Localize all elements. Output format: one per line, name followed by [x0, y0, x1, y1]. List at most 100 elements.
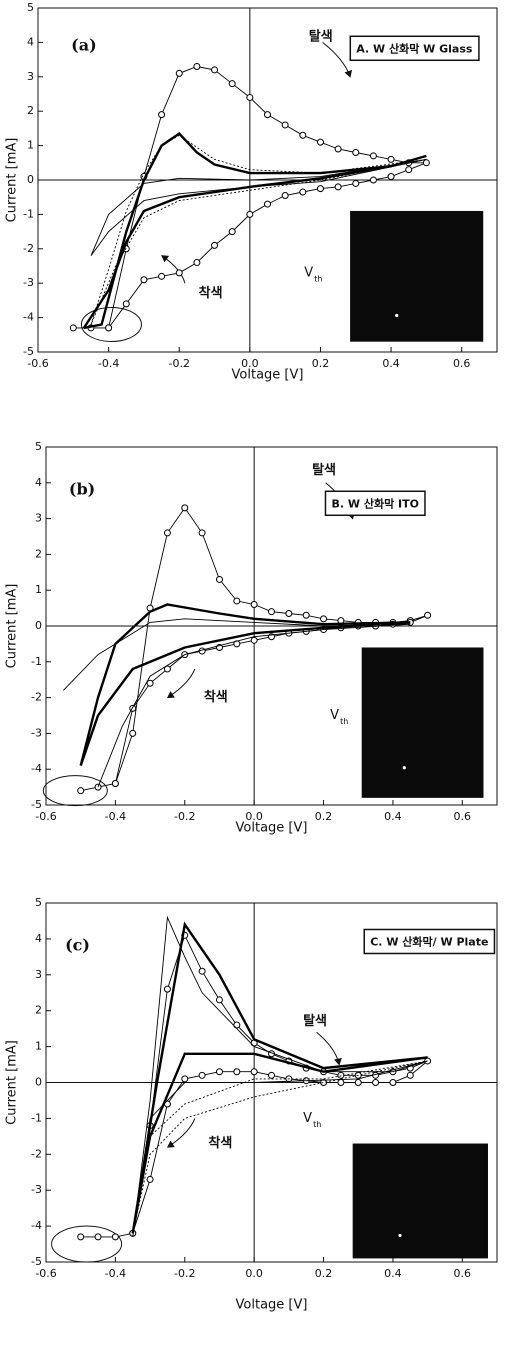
data-point [337, 1079, 345, 1086]
arrow [161, 255, 186, 284]
y-tick-label: 1 [27, 139, 34, 152]
inset-image [350, 210, 484, 342]
y-tick-label: 5 [35, 440, 42, 453]
x-tick-label: -0.6 [35, 1267, 56, 1280]
data-point [140, 276, 148, 284]
data-point [158, 111, 166, 119]
vth-label: V [330, 708, 339, 723]
y-axis-label: Current [mA] [5, 584, 20, 669]
inset-dot [395, 313, 399, 318]
y-tick-label: -5 [31, 1255, 42, 1268]
x-tick-label: -0.6 [35, 810, 56, 823]
data-point [316, 138, 324, 146]
y-tick-label: -4 [23, 311, 34, 324]
data-point [77, 787, 85, 795]
y-tick-label: -1 [31, 655, 42, 668]
x-tick-label: 0.4 [382, 357, 400, 370]
vth-subscript: th [314, 274, 322, 283]
highlight-ellipse [51, 1225, 123, 1263]
data-point [352, 148, 360, 156]
x-tick-label: 0.0 [245, 1267, 263, 1280]
data-point [372, 1079, 380, 1086]
data-point [246, 93, 254, 101]
annotation-bleach: 탈색 [303, 1014, 327, 1029]
data-point [387, 173, 395, 181]
inset-image [361, 647, 484, 798]
data-point [193, 62, 201, 70]
data-point [175, 69, 183, 77]
data-point [233, 597, 241, 605]
y-tick-label: 4 [35, 476, 42, 489]
data-point [198, 967, 206, 975]
series-line [82, 132, 427, 330]
annotation-coloring: 착색 [199, 285, 223, 301]
vth-label: V [303, 1111, 312, 1126]
data-point [146, 679, 154, 687]
data-point [228, 228, 236, 236]
arrow [166, 1118, 196, 1148]
data-point [211, 66, 219, 74]
y-tick-label: 0 [27, 173, 34, 186]
data-point [111, 780, 119, 788]
vth-subscript: th [340, 717, 348, 726]
y-tick-label: -5 [23, 345, 34, 358]
y-tick-label: 2 [27, 104, 34, 117]
inset-image [352, 1143, 488, 1259]
vth-subscript: th [313, 1120, 321, 1129]
data-point [215, 575, 223, 583]
data-point [302, 611, 310, 619]
box-label-frame [324, 490, 426, 517]
data-point [175, 269, 183, 277]
highlight-ellipse [80, 306, 142, 342]
y-tick-label: -3 [31, 726, 42, 739]
data-point [146, 1175, 154, 1183]
series-line [62, 618, 411, 788]
data-point [334, 145, 342, 153]
x-tick-label: -0.4 [105, 810, 126, 823]
data-point [354, 1079, 362, 1086]
data-point [285, 609, 293, 617]
series-line [90, 134, 427, 325]
data-point [233, 1068, 241, 1076]
data-point [334, 183, 342, 191]
y-tick-label: -3 [23, 276, 34, 289]
data-point [369, 152, 377, 160]
annotation-coloring: 착색 [208, 1135, 232, 1151]
x-tick-label: 0.2 [315, 810, 333, 823]
y-tick-label: -2 [23, 242, 34, 255]
y-tick-label: 1 [35, 1040, 42, 1053]
x-axis-label: Voltage [V] [236, 821, 308, 836]
data-point [337, 1071, 345, 1079]
data-point [406, 1071, 414, 1079]
data-point [105, 324, 113, 332]
box-label: C. W 산화막/ W Plate [370, 934, 488, 948]
x-tick-label: 0.2 [315, 1267, 333, 1280]
highlight-ellipse [42, 775, 108, 807]
data-point [228, 80, 236, 88]
series-line [79, 603, 411, 766]
x-tick-label: 0.2 [312, 357, 330, 370]
series-line [131, 921, 428, 1234]
y-tick-label: 2 [35, 1004, 42, 1017]
y-tick-label: 3 [35, 512, 42, 525]
data-point [215, 996, 223, 1004]
x-tick-label: 0.4 [384, 1267, 402, 1280]
x-axis-label: Voltage [V] [236, 1298, 308, 1313]
data-point [281, 191, 289, 199]
y-axis-label: Current [mA] [5, 138, 20, 223]
data-point [198, 529, 206, 537]
x-tick-label: 0.4 [384, 810, 402, 823]
data-point [181, 504, 189, 512]
data-point [320, 1079, 328, 1086]
x-tick-label: -0.2 [174, 810, 195, 823]
data-point [387, 155, 395, 163]
inset-dot [398, 1233, 402, 1238]
annotation-bleach: 탈색 [309, 30, 333, 45]
series-line [90, 158, 427, 256]
inset-dot [402, 766, 406, 770]
data-point [181, 1075, 189, 1083]
y-tick-label: -5 [31, 798, 42, 811]
box-label: B. W 산화막 ITO [331, 496, 419, 510]
box-label-frame [363, 928, 496, 955]
